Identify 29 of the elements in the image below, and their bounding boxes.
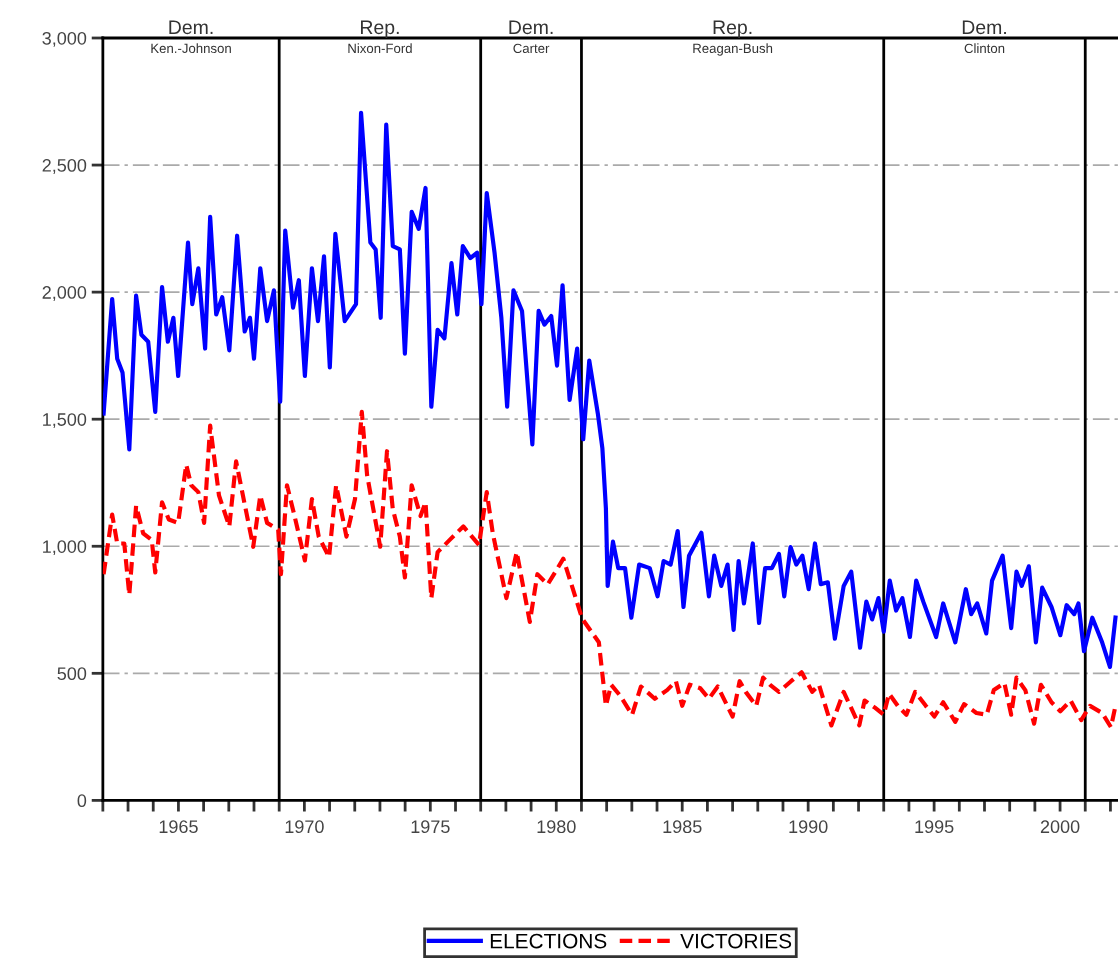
legend-label: ELECTIONS bbox=[490, 933, 607, 949]
y-tick-label: 1,500 bbox=[43, 413, 87, 429]
annotation: Ken.-Johnson bbox=[151, 43, 231, 54]
y-tick-label: 0 bbox=[77, 794, 87, 808]
annotation: Nixon-Ford bbox=[348, 43, 412, 54]
x-tick-label: 1965 bbox=[159, 820, 198, 834]
y-tick-label: 2,500 bbox=[42, 159, 87, 174]
x-tick-label: 2000 bbox=[1040, 820, 1080, 834]
y-tick-label: 2,000 bbox=[42, 286, 87, 301]
annotation: Rep. bbox=[713, 20, 752, 38]
x-tick-label: 1975 bbox=[411, 820, 450, 834]
text: Dem. bbox=[509, 20, 553, 35]
y-tick-label: 1,000 bbox=[43, 540, 87, 556]
annotation: Rep. bbox=[361, 20, 399, 38]
x-tick-label: 1995 bbox=[915, 820, 954, 834]
x-tick-label: 1970 bbox=[285, 820, 324, 834]
line-series bbox=[102, 110, 1118, 670]
y-tick-label: 3,000 bbox=[42, 31, 87, 47]
text: Dem. bbox=[169, 20, 213, 35]
x-tick-label: 1980 bbox=[537, 820, 576, 834]
annotation: Reagan-Bush bbox=[693, 43, 773, 56]
annotation: Clinton bbox=[964, 43, 1005, 54]
x-tick-label: 1990 bbox=[789, 820, 828, 834]
x-tick-label: 1985 bbox=[663, 820, 702, 834]
y-tick-label: 500 bbox=[57, 667, 87, 681]
line-series bbox=[102, 409, 1118, 730]
annotation: Carter bbox=[513, 43, 550, 54]
legend-label: VICTORIES bbox=[680, 933, 792, 949]
text: Dem. bbox=[962, 20, 1006, 35]
